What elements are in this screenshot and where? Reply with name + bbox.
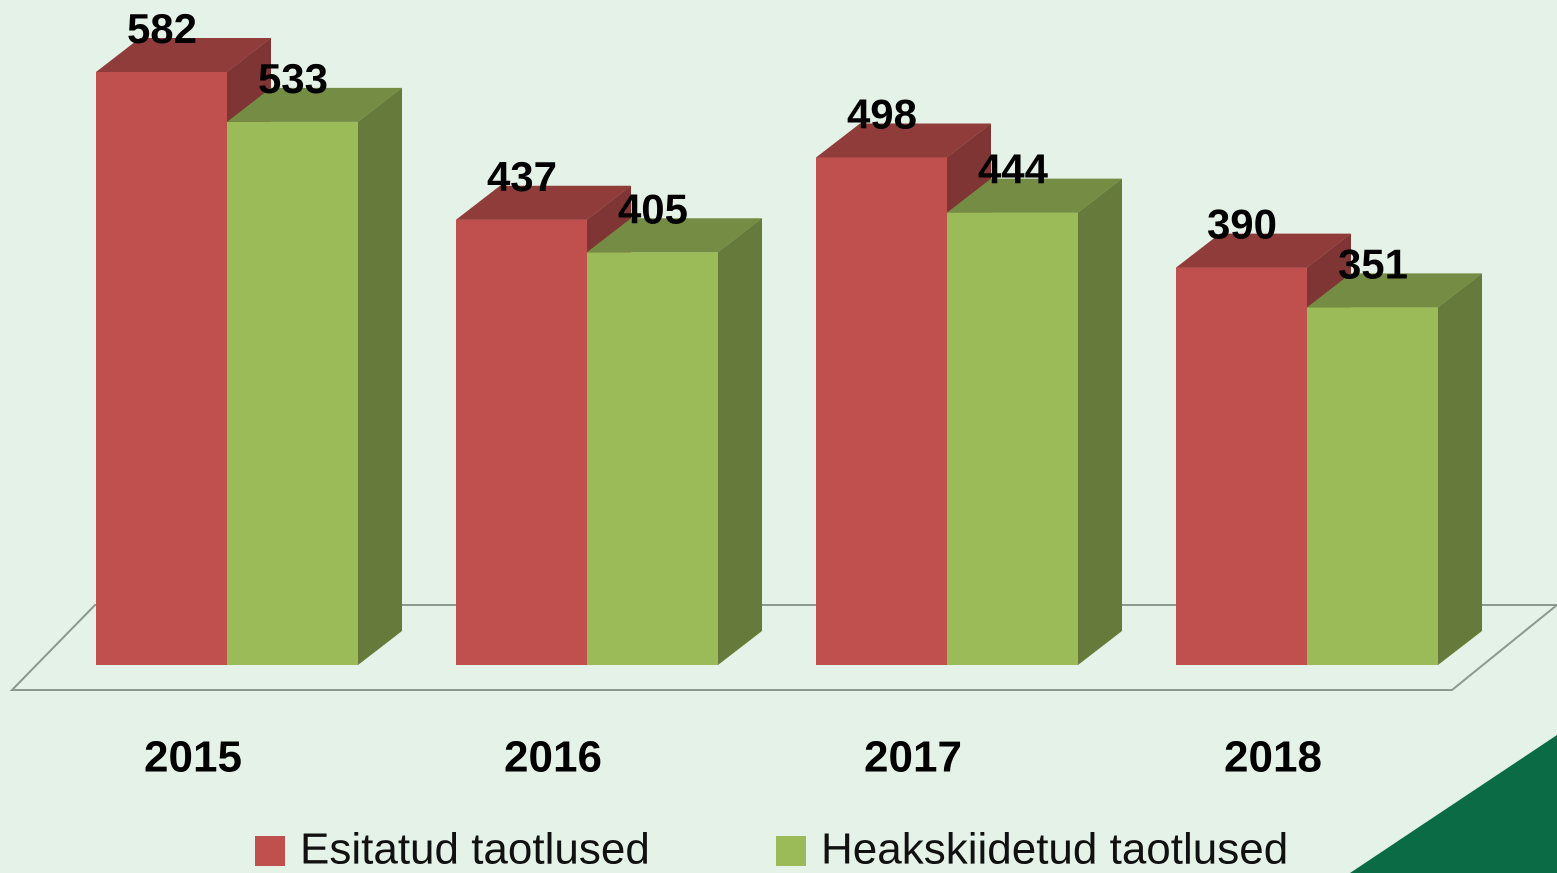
bar-side <box>1078 178 1122 665</box>
bar <box>587 252 718 665</box>
bar-top <box>1176 233 1351 268</box>
legend-label: Esitatud taotlused <box>300 825 650 873</box>
x-tick-label: 2017 <box>864 733 962 782</box>
data-label: 390 <box>1207 201 1277 248</box>
data-label: 444 <box>978 146 1049 193</box>
bar-top <box>816 123 991 158</box>
data-label: 533 <box>258 55 328 102</box>
bar <box>227 121 358 666</box>
bar <box>816 157 947 665</box>
bar-top <box>587 218 762 253</box>
legend-swatch <box>255 836 285 866</box>
bar <box>96 71 227 665</box>
bar <box>456 219 587 665</box>
legend-label: Heakskiidetud taotlused <box>821 825 1288 873</box>
bar-side <box>718 218 762 665</box>
floor <box>9 604 1557 691</box>
bar <box>1307 307 1438 665</box>
bar-top <box>227 87 402 122</box>
legend-swatch <box>776 836 806 866</box>
data-label: 405 <box>618 185 688 232</box>
data-label: 437 <box>487 153 557 200</box>
x-tick-label: 2016 <box>504 733 602 782</box>
bar-top <box>456 185 631 220</box>
data-label: 351 <box>1338 240 1408 287</box>
x-tick-label: 2015 <box>144 733 242 782</box>
data-label: 582 <box>127 5 197 52</box>
bar-side <box>358 87 402 666</box>
bar <box>947 212 1078 665</box>
bar-top <box>96 37 271 72</box>
corner-decoration <box>1350 735 1557 873</box>
data-label: 498 <box>847 91 917 138</box>
x-tick-label: 2018 <box>1224 733 1322 782</box>
bar <box>1176 267 1307 665</box>
bar-top <box>1307 273 1482 308</box>
bar-top <box>947 178 1122 213</box>
bar-side <box>1438 273 1482 665</box>
